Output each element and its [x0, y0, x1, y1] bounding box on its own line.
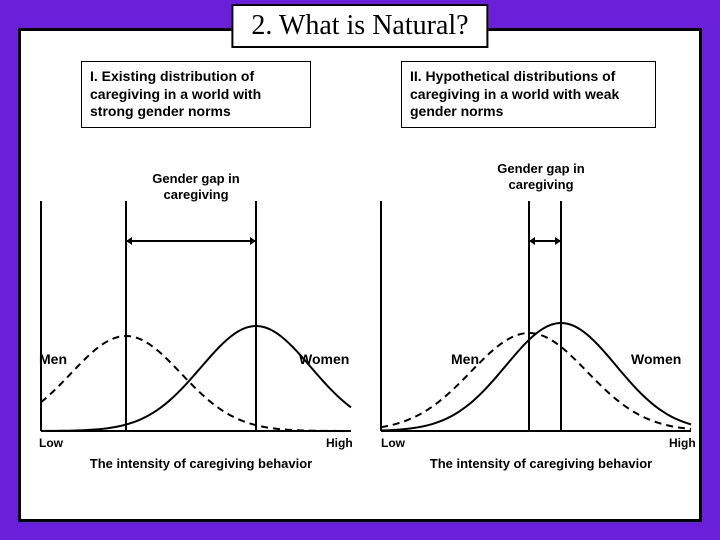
right-xlabel: The intensity of caregiving behavior — [391, 456, 691, 471]
left-low-label: Low — [39, 436, 63, 450]
left-gap-label: Gender gap in caregiving — [136, 171, 256, 202]
left-description: I. Existing distribution of caregiving i… — [81, 61, 311, 128]
left-women-label: Women — [299, 351, 349, 367]
main-panel: I. Existing distribution of caregiving i… — [18, 28, 702, 522]
right-men-label: Men — [451, 351, 479, 367]
right-high-label: High — [669, 436, 696, 450]
left-high-label: High — [326, 436, 353, 450]
right-description: II. Hypothetical distributions of caregi… — [401, 61, 656, 128]
left-xlabel: The intensity of caregiving behavior — [51, 456, 351, 471]
right-women-label: Women — [631, 351, 681, 367]
right-gap-label: Gender gap in caregiving — [481, 161, 601, 192]
left-men-label: Men — [39, 351, 67, 367]
right-low-label: Low — [381, 436, 405, 450]
slide-title: 2. What is Natural? — [231, 4, 488, 48]
